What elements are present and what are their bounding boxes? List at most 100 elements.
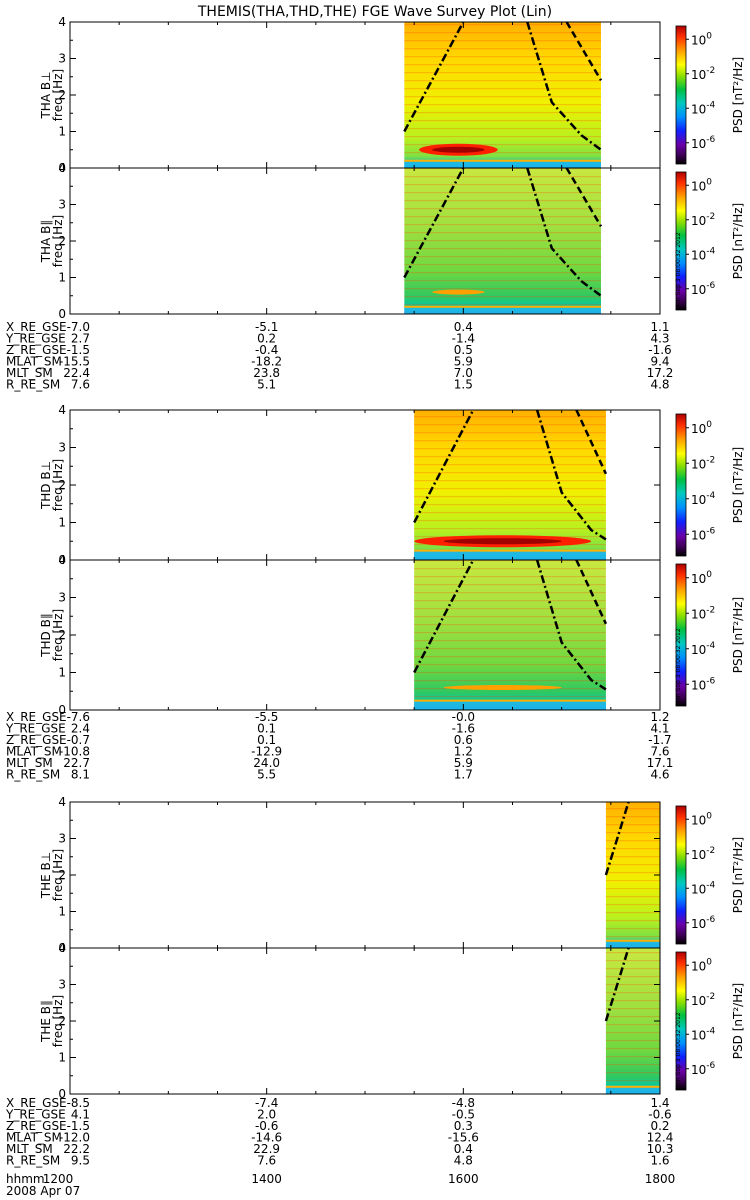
ephemeris-table: X_RE_GSEY_RE_GSEZ_RE_GSEMLAT_SMMLT_SMR_R… (5, 710, 673, 782)
ephemeris-value: 1.2 (650, 710, 669, 724)
ephemeris-label: Y_RE_GSE (5, 1108, 66, 1122)
panel-yunit: freq [Hz] (51, 215, 65, 267)
colorbar (675, 25, 687, 165)
colorbar (675, 413, 687, 557)
y-tick-label: 3 (58, 978, 66, 992)
ephemeris-value: 24.0 (253, 756, 280, 770)
ephemeris-value: 7.6 (71, 378, 90, 392)
date-label: 2008 Apr 07 (6, 1184, 80, 1198)
ephemeris-value: 7.0 (454, 366, 473, 380)
colorbar-tick-label: 100 (691, 570, 712, 586)
ephemeris-value: -0.7 (67, 733, 90, 747)
ephemeris-value: 0.2 (650, 1119, 669, 1133)
colorbar-label: PSD [nT²/Hz] (731, 203, 745, 279)
ephemeris-value: 22.4 (63, 366, 90, 380)
y-tick-label: 4 (58, 15, 66, 29)
colorbar-tick-label: 10-2 (691, 455, 715, 471)
ephemeris-value: 4.6 (650, 768, 669, 782)
low-frequency-band (605, 1086, 660, 1094)
colorbar-tick-label: 10-4 (691, 1026, 716, 1042)
ephemeris-value: -0.6 (255, 1119, 278, 1133)
ephemeris-table: X_RE_GSEY_RE_GSEZ_RE_GSEMLAT_SMMLT_SMR_R… (5, 320, 673, 392)
y-tick-label: 1 (58, 1051, 66, 1065)
ephemeris-value: 23.8 (253, 366, 280, 380)
colorbar-tick-label: 10-6 (691, 915, 716, 931)
ephemeris-value: 7.6 (650, 745, 669, 759)
ephemeris-value: 5.9 (454, 756, 473, 770)
panel-ylabel: THD B∥ (39, 613, 53, 658)
ephemeris-value: -1.4 (452, 332, 475, 346)
time-axis-label: hhmm (6, 1172, 45, 1186)
plot-title: THEMIS(THA,THD,THE) FGE Wave Survey Plot… (197, 4, 552, 20)
ephemeris-label: Z_RE_GSE (6, 733, 67, 747)
ephemeris-value: 22.9 (253, 1142, 280, 1156)
colorbar (675, 951, 687, 1091)
ephemeris-value: 9.5 (71, 1154, 90, 1168)
gyrofrequency-curve-right (526, 21, 602, 151)
y-tick-label: 1 (58, 905, 66, 919)
colorbar-tick-label: 10-4 (691, 491, 716, 507)
colorbar-tick-label: 100 (691, 957, 712, 973)
colorbar (675, 563, 687, 707)
ephemeris-label: MLAT_SM (6, 1131, 62, 1145)
ephemeris-value: -5.1 (255, 320, 278, 334)
ephemeris-value: 1.6 (650, 1154, 669, 1168)
low-frequency-band (404, 306, 601, 314)
colorbar-tick-label: 100 (691, 811, 712, 827)
low-frequency-band (404, 160, 601, 168)
ephemeris-value: -1.5 (67, 343, 90, 357)
ephemeris-value: -5.5 (255, 710, 278, 724)
spectrogram-harmonics (414, 560, 606, 710)
colorbar (675, 805, 687, 945)
y-tick-label: 1 (58, 125, 66, 139)
gyrofrequency-curve-left (604, 801, 630, 876)
colorbar-tick-label: 10-4 (691, 641, 716, 657)
ephemeris-value: -7.4 (255, 1096, 278, 1110)
ephemeris-value: -1.6 (648, 343, 671, 357)
colorbar (675, 171, 687, 311)
spectrogram-harmonics (605, 802, 660, 948)
colorbar-label: PSD [nT²/Hz] (731, 837, 745, 913)
y-tick-label: 4 (58, 941, 66, 955)
ephemeris-label: R_RE_SM (6, 1154, 60, 1168)
timestamp-stamp: Mon Sep 3 08:00:32 2012 (675, 1012, 682, 1090)
timestamp-stamp: Mon Sep 3 08:00:32 2012 (675, 232, 682, 310)
ephemeris-value: -14.6 (251, 1131, 282, 1145)
y-tick-label: 3 (58, 198, 66, 212)
colorbar-tick-label: 10-6 (691, 676, 716, 692)
panel-ylabel: THD B⊥ (39, 461, 53, 510)
emission-core (443, 538, 562, 545)
ephemeris-value: 17.2 (647, 366, 674, 380)
spectrogram-panel: 0 1 2 3 4 THD B⊥freq [Hz] 10-6 10-4 10-2 100 PSD [… (39, 403, 745, 567)
y-tick-label: 4 (58, 161, 66, 175)
colorbar-label: PSD [nT²/Hz] (731, 597, 745, 673)
y-tick-label: 4 (58, 795, 66, 809)
panel-ylabel: THA B∥ (39, 220, 53, 264)
spectrogram-harmonics (404, 22, 601, 168)
colorbar-tick-label: 10-2 (691, 846, 715, 862)
ephemeris-label: MLAT_SM (6, 355, 62, 369)
ephemeris-value: 0.4 (454, 320, 473, 334)
ephemeris-value: -0.6 (648, 1108, 671, 1122)
gyrofrequency-curve-left (413, 409, 475, 524)
ephemeris-value: 17.1 (647, 756, 674, 770)
panel-frame (69, 801, 661, 949)
panel-ylabel: THE B⊥ (39, 852, 53, 899)
colorbar-tick-label: 10-4 (691, 100, 716, 116)
y-tick-label: 3 (58, 441, 66, 455)
ephemeris-value: 10.3 (647, 1142, 674, 1156)
emission-core (432, 146, 485, 153)
ephemeris-value: 2.4 (71, 722, 90, 736)
ephemeris-value: 4.3 (650, 332, 669, 346)
colorbar-label: PSD [nT²/Hz] (731, 57, 745, 133)
ephemeris-value: 1.7 (454, 768, 473, 782)
y-tick-label: 0 (58, 161, 66, 175)
ephemeris-label: X_RE_GSE (6, 710, 67, 724)
ephemeris-value: 0.4 (454, 1142, 473, 1156)
ephemeris-label: X_RE_GSE (6, 1096, 67, 1110)
ephemeris-value: 4.8 (650, 378, 669, 392)
ephemeris-label: R_RE_SM (6, 378, 60, 392)
spectrogram-panel: 0 1 2 3 4 THE B⊥freq [Hz] 10-6 10-4 10-2 100 PSD [… (39, 795, 745, 955)
